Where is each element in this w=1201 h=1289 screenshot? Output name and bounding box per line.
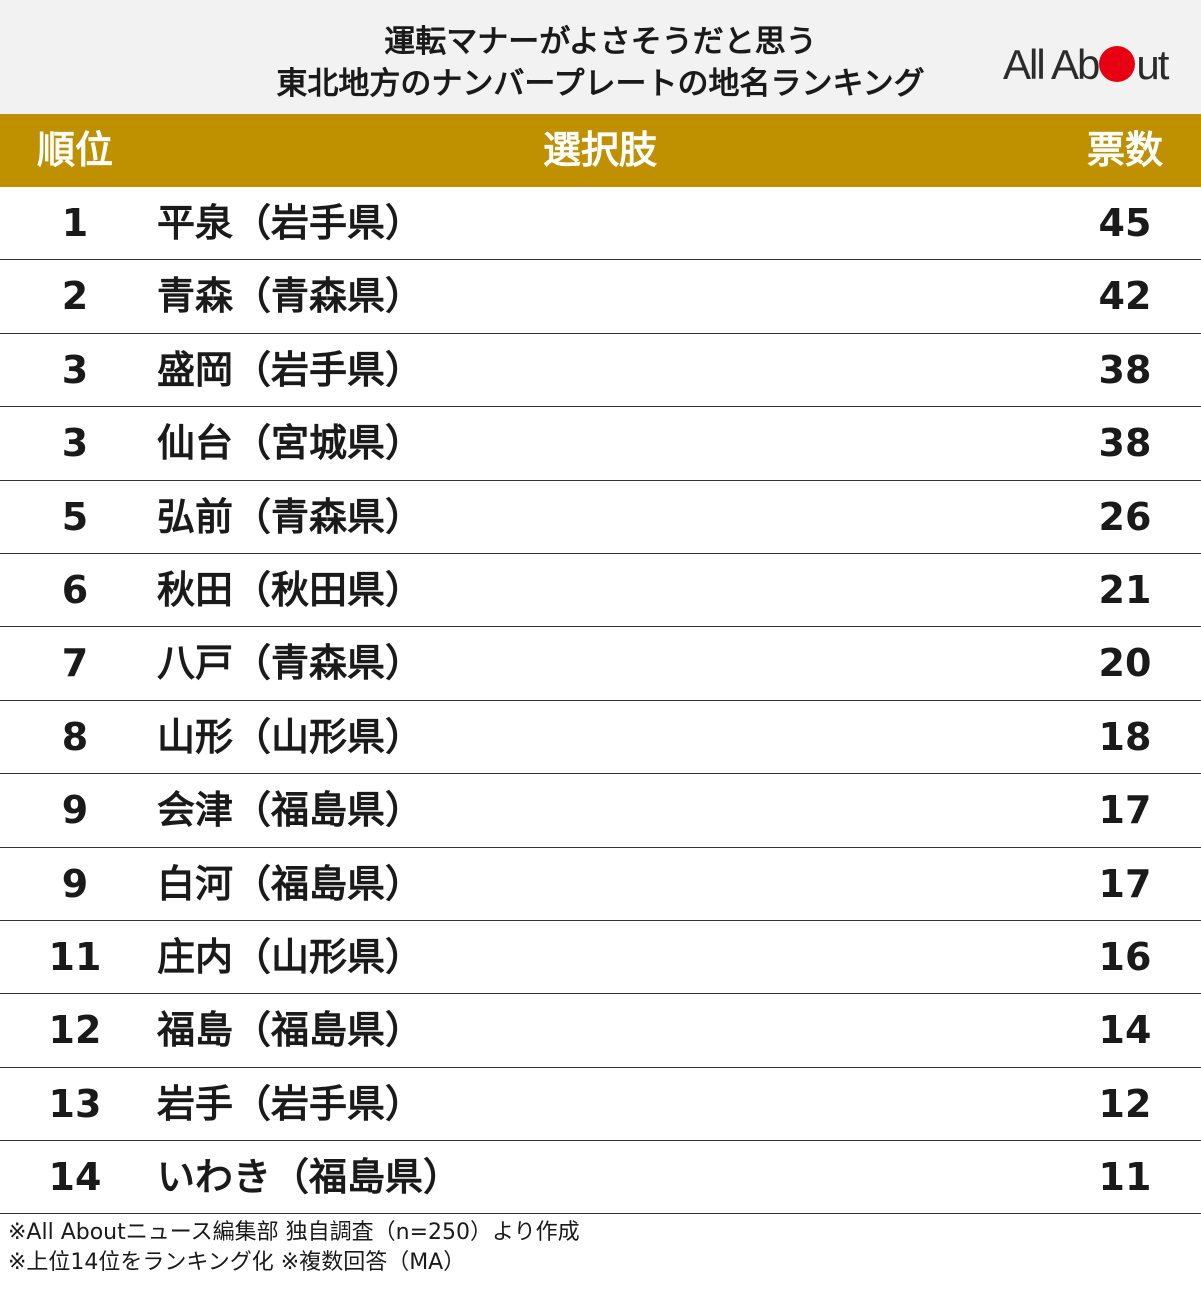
logo-text-left: All Ab (1003, 41, 1100, 88)
row-votes: 21 (1098, 567, 1152, 612)
row-rank: 11 (48, 934, 102, 979)
page-title-line-1: 運転マナーがよさそうだと思う (384, 24, 817, 60)
table-row: 14 いわき（福島県） 11 (0, 1141, 1201, 1215)
footnotes: ※All Aboutニュース編集部 独自調査（n=250）より作成 ※上位14位… (8, 1218, 1188, 1278)
table-row: 5 弘前（青森県） 26 (0, 481, 1201, 554)
header-rank: 順位 (36, 128, 113, 172)
all-about-logo: All Ab ut (1003, 40, 1169, 90)
row-choice: 仙台（宮城県） (157, 421, 424, 466)
row-votes: 38 (1098, 421, 1152, 466)
row-rank: 7 (61, 641, 89, 686)
row-choice: いわき（福島県） (157, 1155, 462, 1200)
row-votes: 20 (1098, 641, 1152, 686)
table-row: 13 岩手（岩手県） 12 (0, 1068, 1201, 1142)
row-rank: 3 (61, 421, 89, 466)
footnote-source: ※All Aboutニュース編集部 独自調査（n=250）より作成 (8, 1220, 580, 1245)
row-rank: 2 (61, 274, 89, 319)
row-votes: 11 (1098, 1155, 1152, 1200)
logo-red-dot-icon (1099, 46, 1136, 82)
row-choice: 白河（福島県） (157, 861, 424, 906)
footnote-method: ※上位14位をランキング化 ※複数回答（MA） (8, 1250, 466, 1275)
row-votes: 26 (1098, 494, 1152, 539)
table-row: 8 山形（山形県） 18 (0, 701, 1201, 775)
row-votes: 17 (1098, 861, 1152, 906)
header-choice: 選択肢 (542, 128, 657, 172)
row-choice: 福島（福島県） (157, 1008, 424, 1053)
title-band: 運転マナーがよさそうだと思う 東北地方のナンバープレートの地名ランキング All… (0, 0, 1201, 114)
table-row: 7 八戸（青森県） 20 (0, 627, 1201, 701)
row-votes: 18 (1098, 714, 1152, 759)
row-rank: 13 (48, 1081, 102, 1126)
row-votes: 38 (1098, 347, 1152, 392)
row-votes: 12 (1098, 1081, 1152, 1126)
table-row: 12 福島（福島県） 14 (0, 994, 1201, 1068)
ranking-table-body: 1 平泉（岩手県） 45 2 青森（青森県） 42 3 盛岡（岩手県） 38 3 仙台（宮城県） 38… (0, 187, 1201, 1215)
row-votes: 42 (1098, 274, 1152, 319)
logo-text-right: ut (1136, 41, 1169, 88)
row-rank: 1 (61, 201, 89, 245)
row-choice: 平泉（岩手県） (157, 201, 424, 245)
header-votes: 票数 (1086, 128, 1163, 172)
row-votes: 16 (1098, 934, 1152, 979)
row-votes: 45 (1098, 201, 1152, 245)
row-choice: 八戸（青森県） (157, 641, 424, 686)
row-choice: 庄内（山形県） (157, 934, 424, 979)
row-rank: 12 (48, 1008, 102, 1053)
table-header: 順位 選択肢 票数 (0, 114, 1201, 187)
row-rank: 6 (61, 567, 89, 612)
row-rank: 5 (61, 494, 89, 539)
row-choice: 秋田（秋田県） (157, 567, 424, 612)
table-row: 11 庄内（山形県） 16 (0, 921, 1201, 995)
row-rank: 3 (61, 347, 89, 392)
table-row: 9 会津（福島県） 17 (0, 774, 1201, 848)
row-rank: 8 (61, 714, 89, 759)
row-rank: 9 (61, 788, 89, 833)
row-choice: 会津（福島県） (157, 788, 424, 833)
row-choice: 盛岡（岩手県） (157, 347, 424, 392)
table-row: 2 青森（青森県） 42 (0, 260, 1201, 334)
row-choice: 弘前（青森県） (157, 494, 424, 539)
table-row: 3 盛岡（岩手県） 38 (0, 334, 1201, 408)
row-votes: 17 (1098, 788, 1152, 833)
row-choice: 青森（青森県） (157, 274, 424, 319)
table-row: 1 平泉（岩手県） 45 (0, 187, 1201, 261)
row-choice: 岩手（岩手県） (157, 1081, 424, 1126)
row-votes: 14 (1098, 1008, 1152, 1053)
row-rank: 9 (61, 861, 89, 906)
table-row: 9 白河（福島県） 17 (0, 848, 1201, 921)
row-choice: 山形（山形県） (157, 714, 424, 759)
row-rank: 14 (48, 1155, 102, 1200)
page-title-line-2: 東北地方のナンバープレートの地名ランキング (276, 66, 925, 102)
table-row: 3 仙台（宮城県） 38 (0, 407, 1201, 481)
table-row: 6 秋田（秋田県） 21 (0, 554, 1201, 628)
